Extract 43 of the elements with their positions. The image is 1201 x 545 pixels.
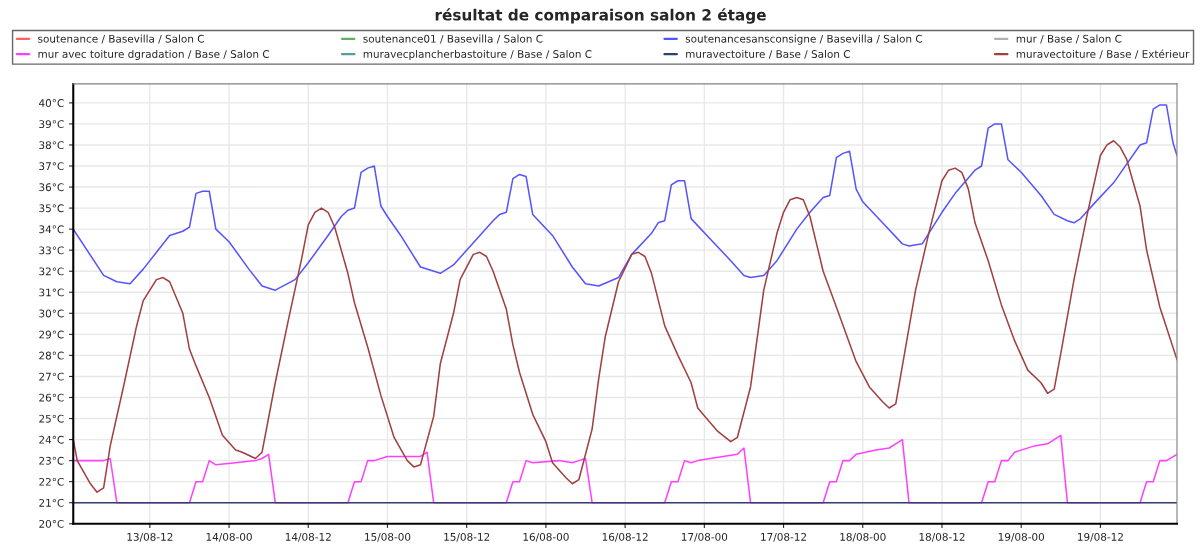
y-tick-label: 38°C [39,141,64,150]
y-tick-label: 36°C [39,183,64,192]
legend-label: muravectoiture / Base / Salon C [686,49,850,59]
x-tick-label: 15/08-00 [365,532,411,542]
y-tick-label: 29°C [39,330,64,339]
legend-label: muravectoiture / Base / Extérieur [1016,49,1190,59]
x-tick-label: 15/08-12 [444,532,490,542]
x-tick-label: 14/08-12 [285,532,331,542]
y-tick-label: 23°C [39,456,64,465]
y-tick-label: 26°C [39,393,64,402]
y-tick-label: 28°C [39,351,64,360]
y-tick-label: 31°C [39,288,64,297]
y-tick-label: 37°C [39,162,64,171]
legend-label: mur / Base / Salon C [1016,34,1122,44]
x-tick-label: 19/08-12 [1078,532,1123,542]
y-tick-label: 32°C [39,267,64,276]
x-tick-label: 13/08-12 [127,532,173,542]
y-tick-label: 35°C [39,204,64,213]
legend-label: mur avec toiture dgradation / Base / Salon C [38,49,270,60]
x-tick-label: 14/08-00 [206,532,252,542]
y-tick-label: 39°C [39,120,64,129]
x-tick-label: 18/08-12 [919,532,965,542]
legend-label: soutenance01 / Basevilla / Salon C [363,34,543,44]
y-tick-label: 21°C [39,498,64,507]
y-tick-label: 27°C [39,372,64,381]
legend-label: muravecplancherbastoiture / Base / Salon C [363,49,592,60]
x-tick-label: 16/08-12 [602,532,648,542]
chart-title: résultat de comparaison salon 2 étage [435,8,766,24]
x-tick-label: 18/08-00 [840,532,886,542]
y-tick-label: 30°C [39,309,64,318]
x-tick-label: 16/08-00 [523,532,569,542]
y-tick-label: 24°C [39,435,64,444]
y-tick-label: 40°C [39,99,64,107]
y-tick-label: 25°C [39,414,64,423]
legend-label: soutenance / Basevilla / Salon C [38,34,204,44]
y-tick-label: 22°C [39,477,64,486]
y-tick-label: 33°C [39,246,64,255]
y-tick-label: 20°C [39,519,64,528]
x-tick-label: 19/08-00 [998,532,1045,542]
legend-label: soutenancesansconsigne / Basevilla / Salon C [685,34,923,45]
x-tick-label: 17/08-12 [761,532,807,542]
y-tick-label: 34°C [39,225,64,234]
x-tick-label: 17/08-00 [681,532,728,542]
